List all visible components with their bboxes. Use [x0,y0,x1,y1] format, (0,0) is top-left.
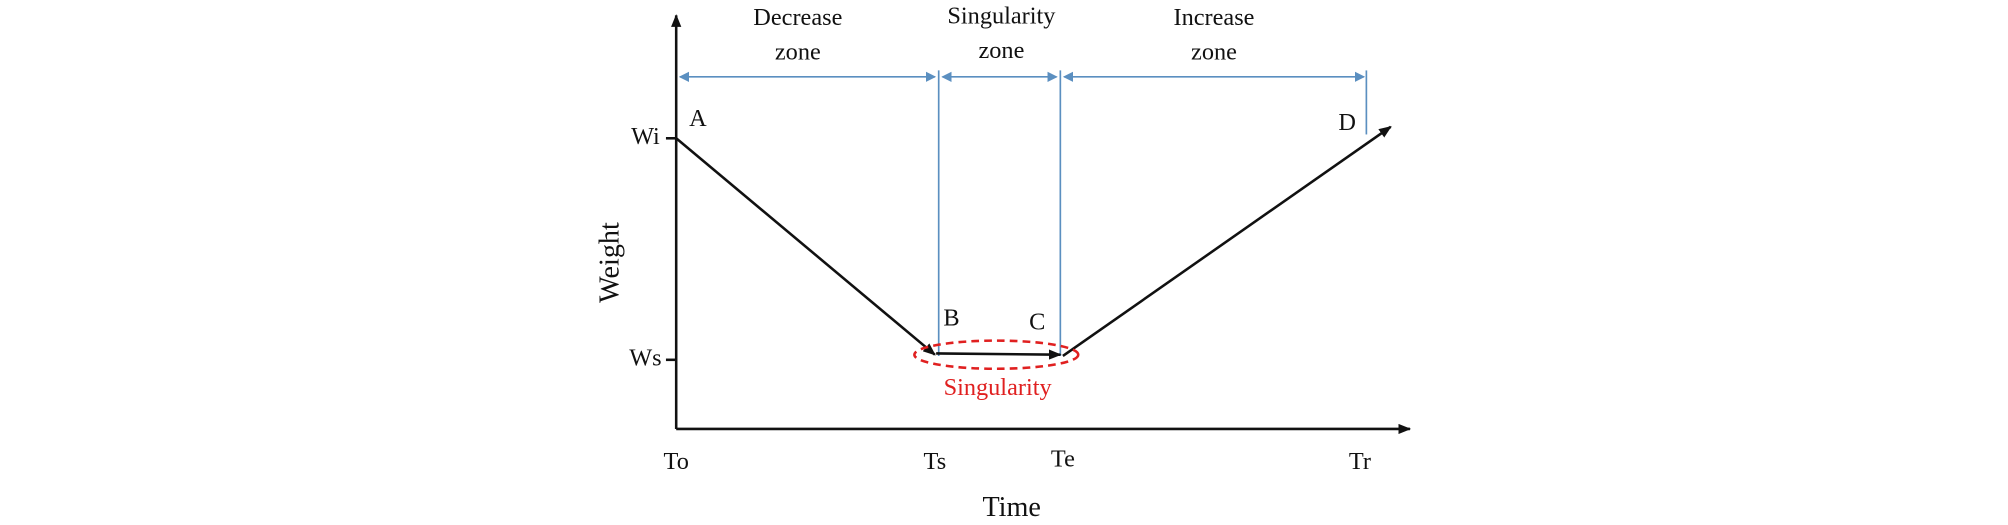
zone-label: Increase [1174,4,1255,31]
x-tick-label: Tr [1349,448,1371,475]
zone-label: zone [1191,38,1237,65]
singularity-label: Singularity [944,374,1053,401]
x-axis-label: Time [982,492,1040,523]
y-axis-label: Weight [595,222,626,303]
point-label: A [689,105,707,132]
singularity-line [936,349,1062,360]
point-label: D [1338,109,1356,136]
increase-line [1062,125,1392,358]
y-tick-label: Ws [629,344,661,371]
point-label: B [943,305,959,332]
y-tick-label: Wi [631,123,660,150]
zone-label: Decrease [753,4,842,31]
point-label: C [1029,309,1045,336]
zone-label: zone [978,37,1024,64]
singularity-ellipse [913,339,1080,371]
zone-label: zone [775,38,821,65]
zone-label: Singularity [947,3,1056,30]
x-tick-label: To [664,448,689,475]
decrease-line [675,137,936,356]
x-tick-label: Ts [924,448,947,475]
x-tick-label: Te [1051,446,1075,473]
